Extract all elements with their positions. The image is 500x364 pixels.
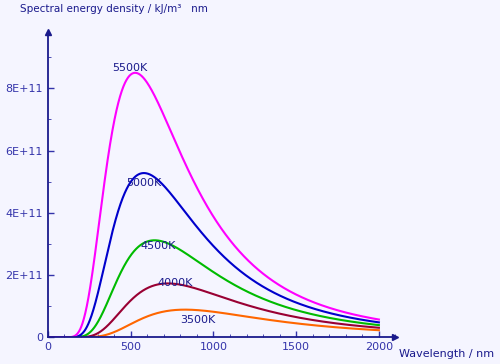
Text: 4000K: 4000K xyxy=(157,278,192,288)
Text: 4500K: 4500K xyxy=(140,241,176,250)
Text: Spectral energy density / kJ/m³   nm: Spectral energy density / kJ/m³ nm xyxy=(20,4,208,14)
Text: Wavelength / nm: Wavelength / nm xyxy=(399,349,494,359)
Text: 3500K: 3500K xyxy=(180,315,216,325)
Text: 5000K: 5000K xyxy=(126,178,161,188)
Text: 5500K: 5500K xyxy=(112,63,148,73)
